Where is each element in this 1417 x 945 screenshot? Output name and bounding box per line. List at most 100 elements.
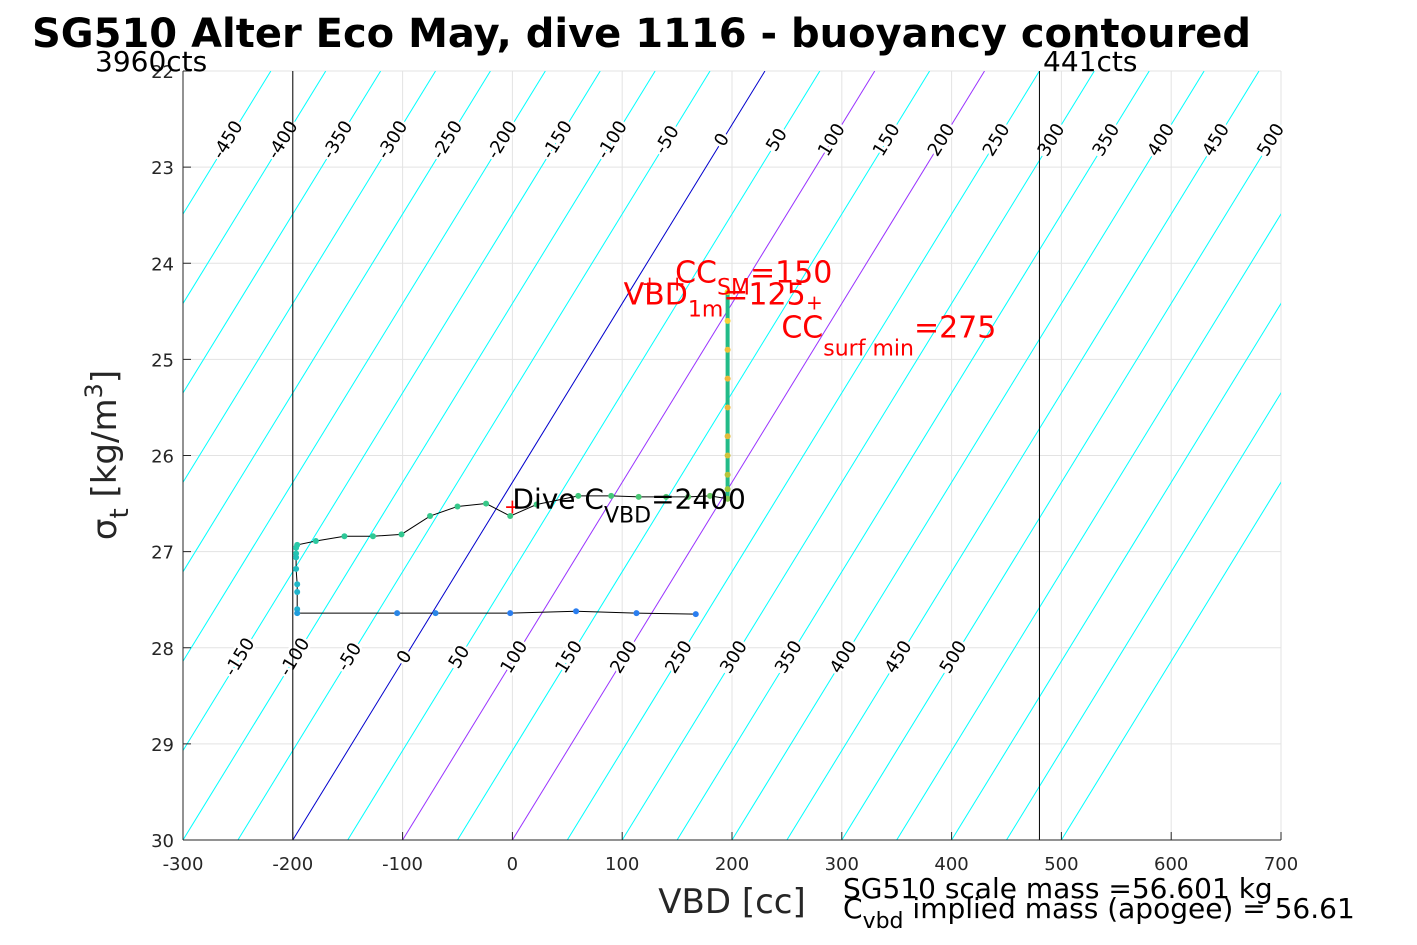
data-point: [432, 610, 439, 617]
contour-line: [183, 71, 546, 663]
data-point: [608, 492, 615, 499]
x-tick-label: 100: [605, 854, 639, 875]
data-point: [573, 608, 580, 615]
contour-line: [951, 302, 1281, 840]
data-point: [533, 501, 540, 508]
data-point: [692, 611, 699, 618]
data-point: [724, 346, 731, 353]
data-point: [341, 533, 348, 540]
y-tick-label: 27: [151, 543, 174, 564]
axes: [182, 70, 1282, 841]
grid-lines: [182, 70, 1282, 841]
data-point: [724, 404, 731, 411]
implied-mass-note: Cvbd implied mass (apogee) = 56.61: [843, 892, 1355, 934]
data-point: [293, 554, 300, 561]
data-point: [507, 610, 514, 617]
data-point: [507, 513, 514, 520]
data-point: [394, 610, 401, 617]
contour-line: [347, 71, 821, 840]
marker-plus: +: [806, 291, 823, 315]
x-tick-label: -300: [163, 854, 204, 875]
dive-series: [293, 289, 731, 618]
contour-line: [183, 71, 656, 840]
y-tick-label: 22: [151, 62, 174, 83]
data-point: [294, 588, 301, 595]
right-limit-label: 441cts: [1043, 45, 1137, 78]
marker-plus: +: [641, 271, 658, 295]
data-point: [724, 433, 731, 440]
data-point: [724, 289, 731, 296]
data-point: [724, 452, 731, 459]
data-point: [312, 538, 319, 545]
data-point: [369, 533, 376, 540]
x-tick-label: 200: [715, 854, 749, 875]
left-limit-label: 3960cts: [95, 45, 207, 78]
contour-line: [1006, 391, 1281, 840]
data-point: [724, 495, 731, 502]
scale-mass-note: SG510 scale mass =56.601 kg: [843, 872, 1273, 905]
mass-notes: SG510 scale mass =56.601 kg Cvbd implied…: [843, 872, 1355, 934]
data-point: [294, 610, 301, 617]
contour-line: [621, 71, 1095, 840]
data-point: [707, 492, 714, 499]
x-tick-label: 500: [1044, 854, 1078, 875]
marker-label: Dive CVBD=2400: [512, 482, 745, 528]
y-tick-label: 28: [151, 639, 174, 660]
data-point: [398, 531, 405, 538]
data-point: [427, 513, 434, 520]
contour-line: [511, 71, 985, 840]
data-point: [685, 493, 692, 500]
x-tick-label: 400: [934, 854, 968, 875]
data-point: [724, 486, 731, 493]
contour-line: [841, 123, 1281, 840]
contour-line: [183, 71, 491, 573]
contour-line: [566, 71, 1040, 840]
data-point: [454, 503, 461, 510]
y-tick-label: 23: [151, 158, 174, 179]
contour-line: [457, 71, 931, 840]
tick-labels: -300 -200 -100 0 100 200 300 400 500 600 700 22 23 24…: [151, 62, 1298, 875]
marker-plus: +: [669, 271, 686, 295]
y-tick-label: 30: [151, 831, 174, 852]
data-point: [575, 492, 582, 499]
y-axis-label: σt [kg/m3]: [80, 370, 135, 540]
marker-label: VBD1m=125: [624, 277, 806, 322]
data-point: [633, 610, 640, 617]
x-tick-label: 600: [1154, 854, 1188, 875]
x-tick-label: 300: [825, 854, 859, 875]
contour-line: [896, 213, 1281, 840]
data-point: [293, 544, 300, 551]
contour-line: [237, 71, 711, 840]
contour-line: [183, 71, 382, 394]
contour-line: [183, 71, 272, 216]
y-tick-label: 24: [151, 254, 174, 275]
x-axis-label: VBD [cc]: [658, 882, 806, 922]
contour-line: [183, 71, 436, 484]
y-tick-label: 29: [151, 735, 174, 756]
marker-label: CCsurf min=275: [781, 311, 996, 362]
data-point: [724, 375, 731, 382]
x-tick-label: 0: [507, 854, 518, 875]
chart-title: SG510 Alter Eco May, dive 1116 - buoyanc…: [32, 11, 1251, 57]
x-tick-label: 700: [1264, 854, 1298, 875]
y-tick-label: 25: [151, 350, 174, 371]
contour-line: [183, 71, 601, 752]
contour-line: [786, 71, 1260, 840]
data-point: [293, 565, 300, 572]
data-point: [635, 493, 642, 500]
marker-plus: +: [504, 494, 521, 518]
contour-line: [292, 71, 766, 840]
data-point: [724, 471, 731, 478]
marker-annotations: +CCSM=150+VBD1m=125 +CCsurf min=275+Dive …: [504, 255, 996, 528]
buoyancy-contours: [183, 71, 1281, 840]
marker-label: CCSM=150: [675, 255, 832, 300]
x-tick-label: -200: [272, 854, 313, 875]
contour-line: [183, 71, 327, 305]
x-tick-label: -100: [382, 854, 423, 875]
svg-text:σt [kg/m3]: σt [kg/m3]: [80, 370, 135, 540]
vbd-limit-lines: [292, 71, 1040, 840]
data-point: [724, 317, 731, 324]
contour-line: [402, 71, 876, 840]
data-point: [663, 493, 670, 500]
